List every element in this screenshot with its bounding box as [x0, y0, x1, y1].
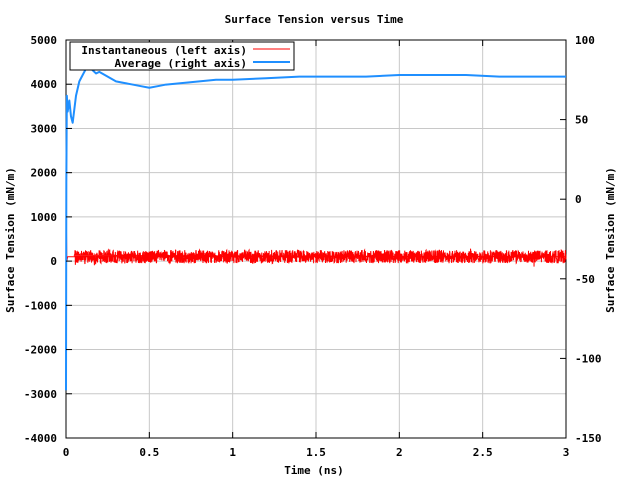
left-y-axis-title: Surface Tension (mN/m) [4, 167, 17, 313]
x-tick-label: 0.5 [139, 446, 159, 459]
left-y-tick-label: 5000 [31, 34, 58, 47]
left-y-tick-label: -2000 [24, 344, 57, 357]
right-y-tick-label: 100 [575, 34, 595, 47]
left-y-tick-label: 0 [50, 255, 57, 268]
legend-label-instantaneous: Instantaneous (left axis) [81, 44, 247, 57]
series-layer [65, 66, 567, 391]
instantaneous-series-line [65, 216, 567, 390]
x-tick-label: 2 [396, 446, 403, 459]
x-tick-label: 2.5 [473, 446, 493, 459]
x-tick-label: 0 [63, 446, 70, 459]
left-y-tick-label: 4000 [31, 78, 58, 91]
axes-layer: 0 0.5 1 1.5 2 2.5 3-4000-3000-2000-10000100020… [24, 34, 602, 459]
right-y-tick-label: -50 [575, 273, 595, 286]
left-y-tick-label: 2000 [31, 167, 58, 180]
x-tick-label: 1 [229, 446, 236, 459]
x-tick-label: 3 [563, 446, 570, 459]
left-y-tick-label: 3000 [31, 122, 58, 135]
chart-title: Surface Tension versus Time [225, 13, 404, 26]
legend-label-average: Average (right axis) [115, 57, 247, 70]
legend-box [69, 41, 295, 71]
average-series-line [65, 66, 566, 391]
right-y-tick-label: 50 [575, 114, 588, 127]
left-y-tick-label: -4000 [24, 432, 57, 445]
right-y-tick-label: -100 [575, 352, 602, 365]
x-axis-title: Time (ns) [284, 464, 344, 477]
x-tick-label: 1.5 [306, 446, 326, 459]
right-y-axis-title: Surface Tension (mN/m) [604, 167, 617, 313]
right-y-tick-label: -150 [575, 432, 602, 445]
left-y-tick-label: 1000 [31, 211, 58, 224]
left-y-tick-label: -3000 [24, 388, 57, 401]
legend: Instantaneous (left axis) Average (right… [69, 41, 295, 71]
right-y-tick-label: 0 [575, 193, 582, 206]
left-y-tick-label: -1000 [24, 299, 57, 312]
